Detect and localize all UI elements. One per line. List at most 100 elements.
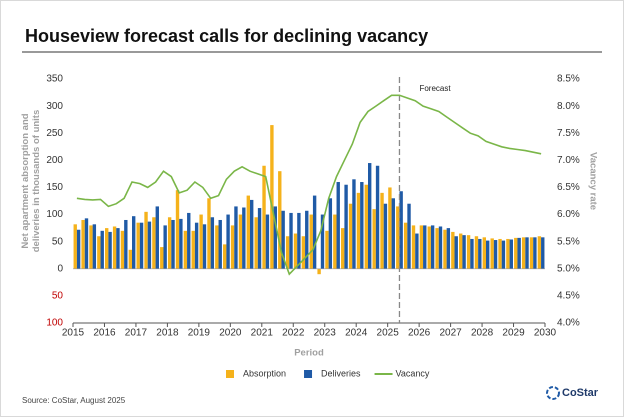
bar	[391, 198, 395, 269]
bar	[215, 225, 219, 269]
bar	[152, 217, 156, 269]
x-tick-label: 2028	[471, 328, 494, 339]
bar	[443, 229, 447, 269]
y-tick-label: 200	[46, 155, 63, 166]
bar	[380, 192, 384, 269]
bar	[407, 203, 411, 269]
bar	[175, 190, 180, 269]
bar	[226, 214, 230, 269]
bar	[375, 165, 380, 269]
y-tick-label: 100	[46, 318, 63, 329]
x-tick-label: 2025	[377, 328, 400, 339]
bar	[257, 208, 262, 269]
bar	[396, 206, 400, 269]
bar	[278, 171, 282, 269]
bar	[493, 240, 498, 269]
logo: CoStar	[546, 386, 599, 400]
bar	[498, 238, 502, 269]
bar	[506, 238, 510, 269]
bar	[368, 163, 372, 269]
x-tick-label: 2026	[408, 328, 431, 339]
bar	[486, 240, 490, 269]
x-tick-label: 2027	[439, 328, 462, 339]
bar	[191, 230, 195, 269]
bar	[430, 225, 435, 269]
bar	[194, 222, 199, 269]
x-tick-label: 2017	[125, 328, 148, 339]
bar	[147, 221, 152, 269]
bar	[341, 228, 345, 269]
y2-tick-label: 5.0%	[557, 263, 580, 274]
source: Source: CoStar, August 2025	[22, 396, 126, 405]
bar	[144, 211, 148, 269]
bar	[317, 268, 321, 275]
legend-swatch	[304, 370, 313, 378]
logo-mark	[546, 386, 560, 400]
bar	[537, 236, 542, 269]
bar	[336, 182, 340, 269]
y-tick-label: 350	[46, 74, 63, 85]
bar	[517, 237, 521, 269]
bar	[344, 184, 348, 269]
x-tick-label: 2029	[502, 328, 525, 339]
bar	[202, 224, 207, 269]
vacancy-line	[76, 94, 542, 276]
bar	[478, 238, 482, 269]
bar	[120, 230, 125, 269]
bar	[301, 236, 306, 269]
bar	[139, 222, 144, 269]
x-tick-label: 2018	[156, 328, 179, 339]
x-tick-label: 2015	[62, 328, 85, 339]
bar	[388, 187, 392, 269]
bar	[242, 207, 246, 269]
bar	[293, 233, 298, 269]
bar	[234, 206, 238, 269]
bar	[309, 214, 313, 269]
bar	[97, 236, 101, 269]
bar	[466, 235, 471, 269]
x-tick-label: 2022	[282, 328, 305, 339]
bar	[167, 217, 172, 269]
bar	[328, 198, 333, 269]
y-tick-label: 150	[46, 182, 63, 193]
bar	[525, 237, 529, 269]
y-tick-label: 300	[46, 101, 63, 112]
y-tick-label: 100	[46, 209, 63, 220]
bar	[163, 225, 167, 269]
x-tick-label: 2030	[534, 328, 557, 339]
bar	[92, 224, 97, 269]
bar	[509, 239, 513, 269]
y2-tick-label: 5.5%	[557, 236, 580, 247]
bar	[411, 225, 416, 269]
bar	[312, 195, 317, 269]
y2-tick-label: 4.0%	[557, 318, 580, 329]
bar	[210, 217, 215, 269]
x-tick-label: 2016	[93, 328, 116, 339]
y2-tick-label: 6.0%	[557, 209, 580, 220]
forecast-label: Forecast	[419, 84, 451, 93]
bar	[356, 192, 361, 269]
bar	[289, 212, 293, 269]
bar	[265, 214, 270, 269]
y-axis-title: Net apartment absorption anddeliveries i…	[20, 110, 42, 253]
bar	[490, 238, 494, 269]
bar	[136, 222, 140, 269]
bar	[352, 179, 356, 269]
bar	[285, 236, 290, 269]
bar	[454, 236, 458, 269]
bar	[84, 218, 89, 269]
x-tick-label: 2023	[314, 328, 337, 339]
y-tick-label: 50	[52, 291, 64, 302]
bar	[470, 238, 474, 269]
bar	[262, 165, 266, 269]
bar	[372, 209, 376, 269]
bar	[250, 199, 254, 269]
bar	[438, 226, 443, 269]
bar	[462, 235, 466, 269]
bar	[76, 229, 81, 269]
bar	[360, 182, 364, 269]
y2-tick-label: 7.0%	[557, 155, 580, 166]
bar	[155, 206, 159, 269]
bar	[514, 237, 518, 269]
